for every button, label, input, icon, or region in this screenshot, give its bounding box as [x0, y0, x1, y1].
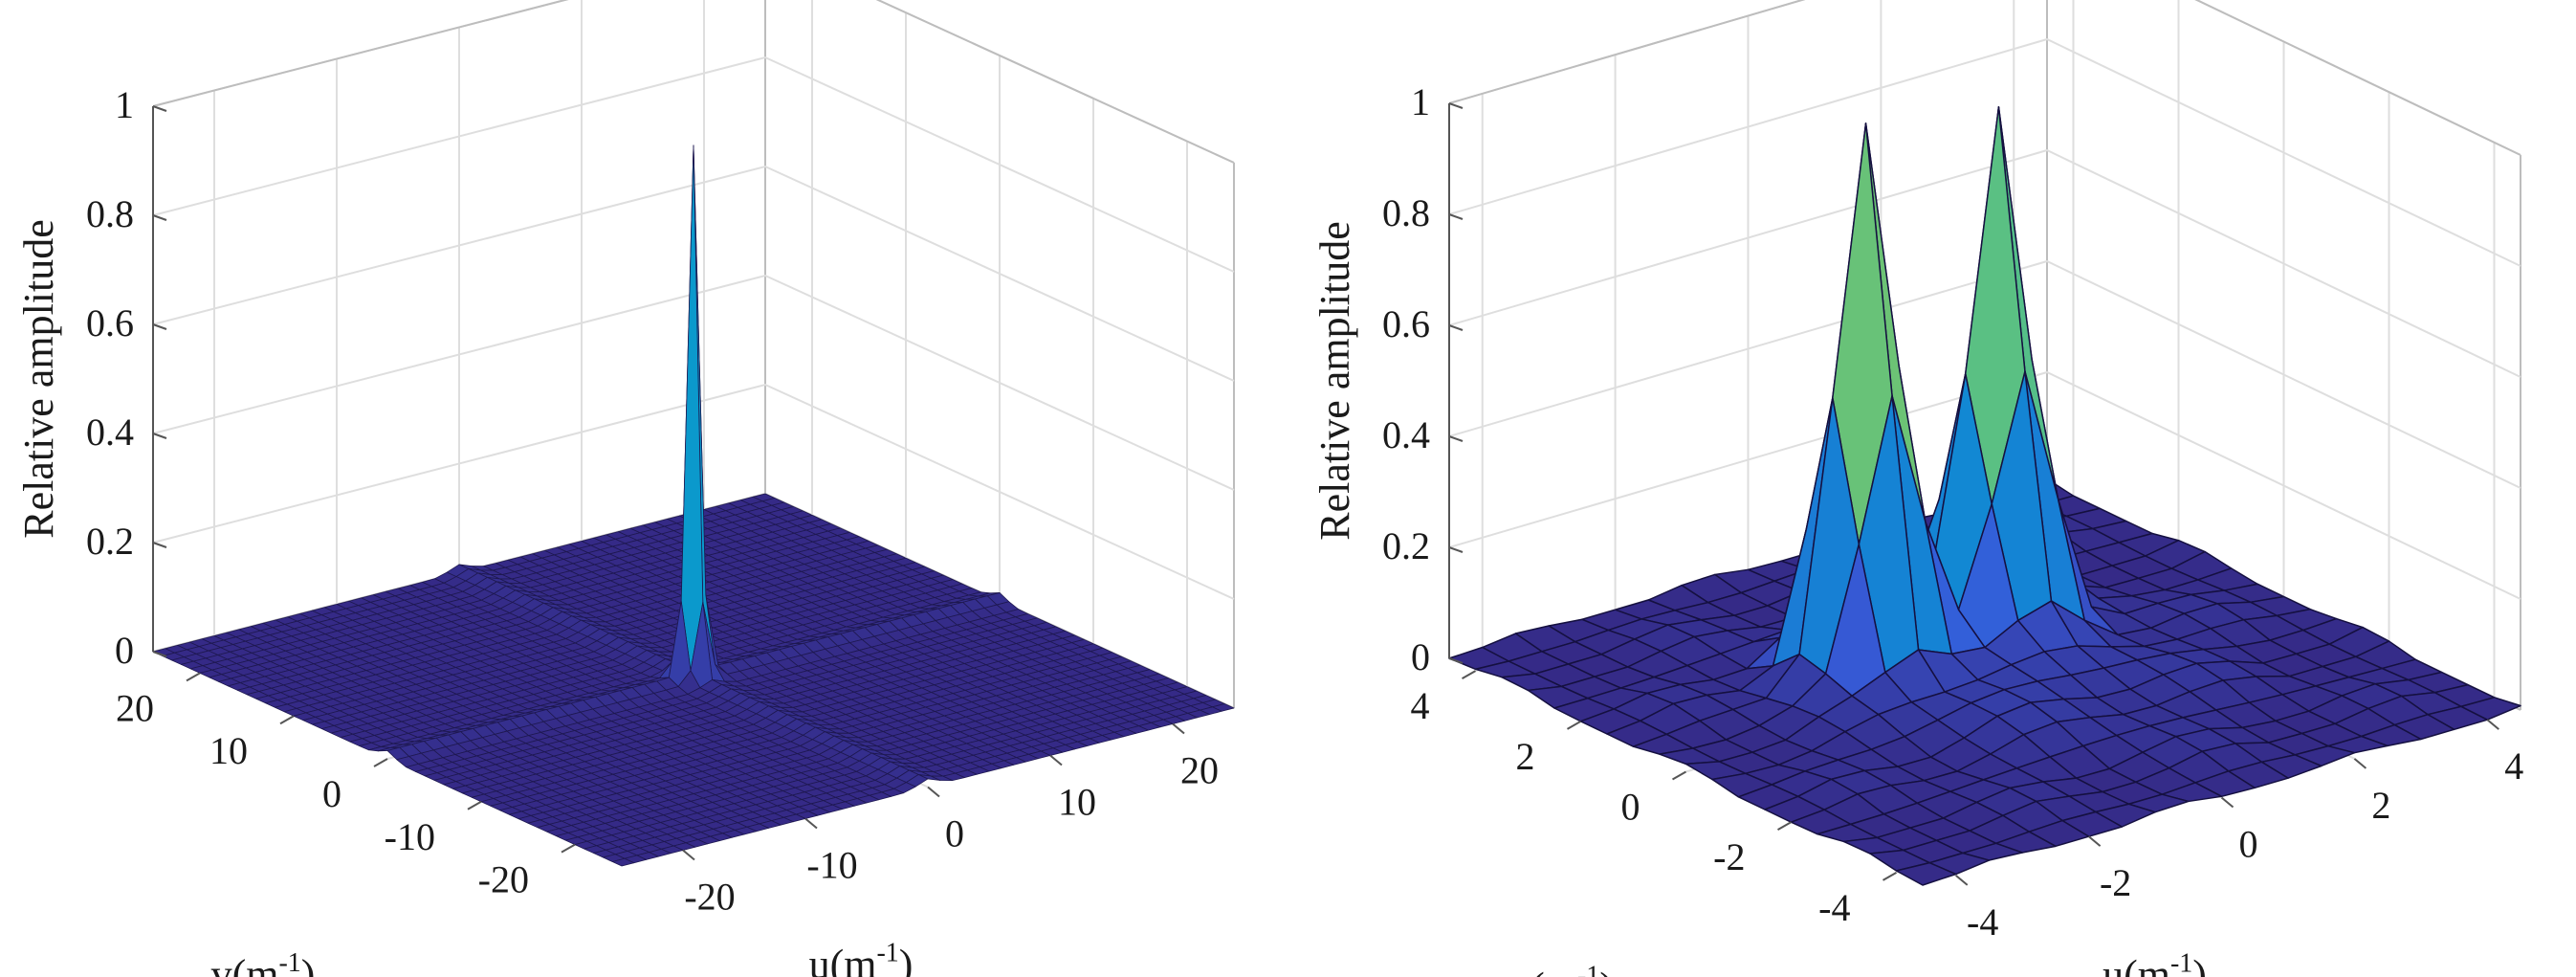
z-tick-label-1: 0.2	[86, 520, 134, 563]
z-tick-label-0: 0	[1411, 635, 1430, 678]
u-tick-label-3: 2	[2371, 784, 2390, 827]
z-tick-mark-3	[1448, 324, 1464, 331]
v-tick-label-1: -10	[385, 815, 435, 858]
z-tick-label-3: 0.6	[1382, 302, 1430, 345]
z-tick-mark-5	[152, 105, 167, 112]
surface-face	[611, 857, 635, 867]
u-tick-mark-2	[927, 786, 940, 798]
surface-face	[1895, 861, 1957, 886]
v-tick-mark-1	[467, 800, 482, 810]
z-tick-label-0: 0	[115, 629, 134, 672]
u-tick-mark-1	[804, 817, 818, 830]
z-tick-label-1: 0.2	[1382, 524, 1430, 567]
z-tick-mark-3	[152, 323, 167, 330]
z-tick-label-4: 0.8	[86, 192, 134, 235]
u-tick-label-4: 4	[2504, 744, 2523, 788]
u-tick-label-1: -10	[806, 844, 857, 887]
z-tick-label-5: 1	[115, 83, 134, 126]
z-gridline-2	[152, 274, 1235, 491]
z-gridline-1	[1448, 370, 2521, 600]
z-gridline-4	[152, 56, 1235, 273]
u-tick-mark-3	[2353, 758, 2367, 769]
z-axis-label: Relative amplitude	[15, 219, 62, 539]
u-tick-label-0: -20	[684, 876, 735, 919]
v-tick-mark-4	[1462, 670, 1476, 680]
z-gridline-5	[152, 0, 1235, 164]
z-tick-mark-0	[152, 651, 167, 657]
z-tick-mark-2	[1448, 435, 1464, 442]
v-tick-label-4: 4	[1411, 684, 1430, 727]
u-tick-mark-0	[1955, 875, 1969, 886]
z-gridline-4	[1448, 37, 2521, 267]
surface-plot-2: 0 0.2 0.4 0.6 0.8 1 -4 -2 0 2 4 -4 -2 0 2 4 v(m-1) u(m-1)…	[1311, 0, 2523, 977]
v-axis-label: v(m-1)	[211, 948, 316, 977]
u-tick-mark-1	[2087, 835, 2102, 847]
z-tick-mark-4	[152, 214, 167, 221]
z-tick-label-3: 0.6	[86, 301, 134, 344]
v-tick-mark-1	[1777, 821, 1792, 832]
u-tick-label-2: 0	[945, 812, 964, 855]
z-tick-label-2: 0.4	[1382, 413, 1430, 456]
z-gridline-3	[1448, 148, 2521, 378]
z-tick-mark-2	[152, 433, 167, 439]
u-tick-mark-3	[1049, 754, 1063, 766]
u-tick-label-1: -2	[2100, 861, 2131, 904]
v-tick-mark-0	[1882, 871, 1897, 881]
u-axis-label: u(m-1)	[2103, 949, 2207, 977]
u-tick-mark-2	[2220, 796, 2235, 809]
v-tick-label-3: 10	[209, 729, 248, 772]
u-axis-label: u(m-1)	[809, 939, 914, 977]
v-axis-label: v(m-1)	[1509, 962, 1614, 977]
z-tick-label-5: 1	[1411, 80, 1430, 123]
surface-mesh-2	[1448, 106, 2521, 886]
z-tick-mark-5	[1448, 102, 1464, 109]
z-axis-label: Relative amplitude	[1311, 221, 1358, 541]
z-tick-mark-1	[1448, 546, 1464, 553]
box-top-edges	[152, 0, 1235, 164]
v-tick-mark-3	[279, 715, 295, 725]
v-tick-label-4: 20	[116, 686, 154, 729]
z-tick-label-4: 0.8	[1382, 191, 1430, 234]
v-tick-mark-4	[186, 672, 201, 682]
surface-mesh-1	[152, 144, 1235, 867]
v-tick-label-2: 0	[322, 772, 341, 815]
v-tick-label-0: -20	[478, 858, 529, 901]
v-tick-mark-2	[1672, 770, 1686, 781]
u-tick-mark-0	[682, 849, 695, 861]
v-tick-label-2: 0	[1621, 786, 1640, 829]
v-tick-mark-0	[561, 843, 576, 854]
z-tick-mark-1	[152, 542, 167, 548]
u-tick-label-4: 20	[1180, 749, 1219, 792]
z-tick-label-2: 0.4	[86, 411, 134, 454]
surface-plot-1: 0 0.2 0.4 0.6 0.8 1 -20 -10 0 10 20 -20 -10 0 10 20 v(m-…	[15, 0, 1235, 977]
v-tick-mark-2	[373, 758, 388, 767]
u-tick-label-2: 0	[2239, 823, 2258, 866]
z-gridline-3	[152, 165, 1235, 382]
z-tick-mark-0	[1448, 657, 1464, 664]
z-gridline-2	[1448, 259, 2521, 489]
u-tick-label-0: -4	[1967, 900, 1998, 944]
v-tick-label-3: 2	[1516, 735, 1535, 778]
z-tick-mark-4	[1448, 213, 1464, 220]
v-tick-mark-3	[1567, 720, 1581, 730]
z-gridline-1	[152, 383, 1235, 600]
v-tick-label-1: -2	[1713, 835, 1745, 878]
u-tick-mark-4	[2486, 719, 2499, 730]
box-top-edges	[1448, 0, 2521, 156]
u-tick-label-3: 10	[1058, 781, 1096, 824]
u-tick-mark-4	[1172, 722, 1185, 735]
v-tick-label-0: -4	[1818, 886, 1850, 929]
